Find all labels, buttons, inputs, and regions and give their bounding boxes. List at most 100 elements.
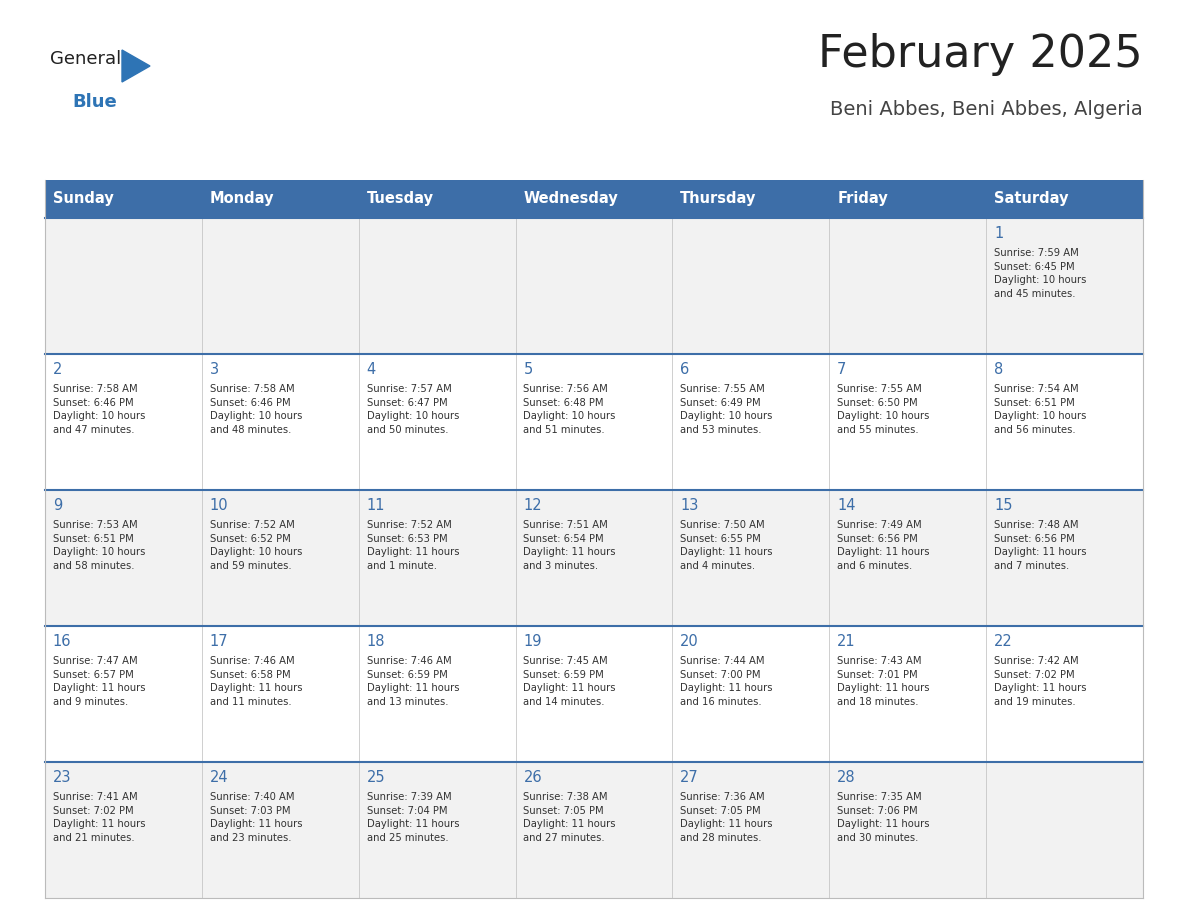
Text: Sunrise: 7:52 AM
Sunset: 6:52 PM
Daylight: 10 hours
and 59 minutes.: Sunrise: 7:52 AM Sunset: 6:52 PM Dayligh… bbox=[210, 521, 302, 571]
FancyBboxPatch shape bbox=[202, 626, 359, 762]
Text: 15: 15 bbox=[994, 498, 1012, 513]
Text: 19: 19 bbox=[524, 634, 542, 649]
Text: 28: 28 bbox=[838, 770, 855, 785]
Text: 18: 18 bbox=[367, 634, 385, 649]
Text: Monday: Monday bbox=[210, 192, 274, 207]
FancyBboxPatch shape bbox=[202, 218, 359, 354]
Text: Sunrise: 7:41 AM
Sunset: 7:02 PM
Daylight: 11 hours
and 21 minutes.: Sunrise: 7:41 AM Sunset: 7:02 PM Dayligh… bbox=[52, 792, 145, 843]
Text: Sunrise: 7:40 AM
Sunset: 7:03 PM
Daylight: 11 hours
and 23 minutes.: Sunrise: 7:40 AM Sunset: 7:03 PM Dayligh… bbox=[210, 792, 302, 843]
FancyBboxPatch shape bbox=[672, 626, 829, 762]
Text: 9: 9 bbox=[52, 498, 62, 513]
Text: 1: 1 bbox=[994, 226, 1003, 241]
Text: 11: 11 bbox=[367, 498, 385, 513]
FancyBboxPatch shape bbox=[359, 626, 516, 762]
Text: 17: 17 bbox=[210, 634, 228, 649]
FancyBboxPatch shape bbox=[359, 354, 516, 490]
Text: Sunrise: 7:46 AM
Sunset: 6:58 PM
Daylight: 11 hours
and 11 minutes.: Sunrise: 7:46 AM Sunset: 6:58 PM Dayligh… bbox=[210, 656, 302, 707]
Text: Sunrise: 7:55 AM
Sunset: 6:50 PM
Daylight: 10 hours
and 55 minutes.: Sunrise: 7:55 AM Sunset: 6:50 PM Dayligh… bbox=[838, 384, 929, 435]
Text: Friday: Friday bbox=[838, 192, 887, 207]
Text: 21: 21 bbox=[838, 634, 855, 649]
Text: Sunrise: 7:49 AM
Sunset: 6:56 PM
Daylight: 11 hours
and 6 minutes.: Sunrise: 7:49 AM Sunset: 6:56 PM Dayligh… bbox=[838, 521, 930, 571]
Text: 13: 13 bbox=[681, 498, 699, 513]
FancyBboxPatch shape bbox=[359, 218, 516, 354]
Text: 2: 2 bbox=[52, 363, 62, 377]
Text: 10: 10 bbox=[210, 498, 228, 513]
FancyBboxPatch shape bbox=[45, 490, 202, 626]
Text: Sunrise: 7:50 AM
Sunset: 6:55 PM
Daylight: 11 hours
and 4 minutes.: Sunrise: 7:50 AM Sunset: 6:55 PM Dayligh… bbox=[681, 521, 772, 571]
Text: Thursday: Thursday bbox=[681, 192, 757, 207]
Text: February 2025: February 2025 bbox=[819, 33, 1143, 76]
FancyBboxPatch shape bbox=[672, 180, 829, 218]
Text: Beni Abbes, Beni Abbes, Algeria: Beni Abbes, Beni Abbes, Algeria bbox=[830, 100, 1143, 119]
FancyBboxPatch shape bbox=[986, 354, 1143, 490]
FancyBboxPatch shape bbox=[45, 626, 202, 762]
Text: Sunrise: 7:53 AM
Sunset: 6:51 PM
Daylight: 10 hours
and 58 minutes.: Sunrise: 7:53 AM Sunset: 6:51 PM Dayligh… bbox=[52, 521, 145, 571]
FancyBboxPatch shape bbox=[45, 354, 202, 490]
FancyBboxPatch shape bbox=[986, 626, 1143, 762]
Text: Sunrise: 7:45 AM
Sunset: 6:59 PM
Daylight: 11 hours
and 14 minutes.: Sunrise: 7:45 AM Sunset: 6:59 PM Dayligh… bbox=[524, 656, 615, 707]
Text: 25: 25 bbox=[367, 770, 385, 785]
Text: Saturday: Saturday bbox=[994, 192, 1068, 207]
Text: 4: 4 bbox=[367, 363, 375, 377]
Text: Sunrise: 7:58 AM
Sunset: 6:46 PM
Daylight: 10 hours
and 48 minutes.: Sunrise: 7:58 AM Sunset: 6:46 PM Dayligh… bbox=[210, 384, 302, 435]
Text: 26: 26 bbox=[524, 770, 542, 785]
FancyBboxPatch shape bbox=[829, 180, 986, 218]
Text: 23: 23 bbox=[52, 770, 71, 785]
Text: 8: 8 bbox=[994, 363, 1003, 377]
Text: Sunrise: 7:51 AM
Sunset: 6:54 PM
Daylight: 11 hours
and 3 minutes.: Sunrise: 7:51 AM Sunset: 6:54 PM Dayligh… bbox=[524, 521, 615, 571]
FancyBboxPatch shape bbox=[516, 626, 672, 762]
FancyBboxPatch shape bbox=[672, 490, 829, 626]
Polygon shape bbox=[122, 50, 150, 82]
Text: Sunrise: 7:56 AM
Sunset: 6:48 PM
Daylight: 10 hours
and 51 minutes.: Sunrise: 7:56 AM Sunset: 6:48 PM Dayligh… bbox=[524, 384, 615, 435]
FancyBboxPatch shape bbox=[829, 490, 986, 626]
Text: Sunrise: 7:46 AM
Sunset: 6:59 PM
Daylight: 11 hours
and 13 minutes.: Sunrise: 7:46 AM Sunset: 6:59 PM Dayligh… bbox=[367, 656, 459, 707]
Text: 16: 16 bbox=[52, 634, 71, 649]
Text: General: General bbox=[50, 50, 121, 68]
FancyBboxPatch shape bbox=[45, 218, 202, 354]
Text: Blue: Blue bbox=[72, 93, 116, 111]
Text: Sunrise: 7:55 AM
Sunset: 6:49 PM
Daylight: 10 hours
and 53 minutes.: Sunrise: 7:55 AM Sunset: 6:49 PM Dayligh… bbox=[681, 384, 772, 435]
Text: Sunrise: 7:44 AM
Sunset: 7:00 PM
Daylight: 11 hours
and 16 minutes.: Sunrise: 7:44 AM Sunset: 7:00 PM Dayligh… bbox=[681, 656, 772, 707]
FancyBboxPatch shape bbox=[359, 180, 516, 218]
Text: 22: 22 bbox=[994, 634, 1012, 649]
FancyBboxPatch shape bbox=[202, 180, 359, 218]
Text: Sunrise: 7:59 AM
Sunset: 6:45 PM
Daylight: 10 hours
and 45 minutes.: Sunrise: 7:59 AM Sunset: 6:45 PM Dayligh… bbox=[994, 248, 1086, 299]
Text: 14: 14 bbox=[838, 498, 855, 513]
Text: Sunrise: 7:52 AM
Sunset: 6:53 PM
Daylight: 11 hours
and 1 minute.: Sunrise: 7:52 AM Sunset: 6:53 PM Dayligh… bbox=[367, 521, 459, 571]
Text: 7: 7 bbox=[838, 363, 847, 377]
Text: 3: 3 bbox=[210, 363, 219, 377]
FancyBboxPatch shape bbox=[359, 762, 516, 898]
FancyBboxPatch shape bbox=[986, 218, 1143, 354]
FancyBboxPatch shape bbox=[672, 218, 829, 354]
Text: Sunrise: 7:47 AM
Sunset: 6:57 PM
Daylight: 11 hours
and 9 minutes.: Sunrise: 7:47 AM Sunset: 6:57 PM Dayligh… bbox=[52, 656, 145, 707]
FancyBboxPatch shape bbox=[202, 354, 359, 490]
FancyBboxPatch shape bbox=[516, 180, 672, 218]
Text: 20: 20 bbox=[681, 634, 699, 649]
Text: Sunday: Sunday bbox=[52, 192, 114, 207]
FancyBboxPatch shape bbox=[986, 762, 1143, 898]
FancyBboxPatch shape bbox=[829, 626, 986, 762]
FancyBboxPatch shape bbox=[516, 354, 672, 490]
FancyBboxPatch shape bbox=[45, 762, 202, 898]
Text: Sunrise: 7:48 AM
Sunset: 6:56 PM
Daylight: 11 hours
and 7 minutes.: Sunrise: 7:48 AM Sunset: 6:56 PM Dayligh… bbox=[994, 521, 1087, 571]
Text: 24: 24 bbox=[210, 770, 228, 785]
Text: 12: 12 bbox=[524, 498, 542, 513]
Text: Sunrise: 7:36 AM
Sunset: 7:05 PM
Daylight: 11 hours
and 28 minutes.: Sunrise: 7:36 AM Sunset: 7:05 PM Dayligh… bbox=[681, 792, 772, 843]
FancyBboxPatch shape bbox=[829, 354, 986, 490]
FancyBboxPatch shape bbox=[45, 180, 202, 218]
FancyBboxPatch shape bbox=[986, 490, 1143, 626]
FancyBboxPatch shape bbox=[516, 490, 672, 626]
Text: Sunrise: 7:43 AM
Sunset: 7:01 PM
Daylight: 11 hours
and 18 minutes.: Sunrise: 7:43 AM Sunset: 7:01 PM Dayligh… bbox=[838, 656, 930, 707]
FancyBboxPatch shape bbox=[202, 762, 359, 898]
FancyBboxPatch shape bbox=[672, 762, 829, 898]
Text: Wednesday: Wednesday bbox=[524, 192, 618, 207]
Text: Sunrise: 7:57 AM
Sunset: 6:47 PM
Daylight: 10 hours
and 50 minutes.: Sunrise: 7:57 AM Sunset: 6:47 PM Dayligh… bbox=[367, 384, 459, 435]
FancyBboxPatch shape bbox=[672, 354, 829, 490]
Text: Sunrise: 7:39 AM
Sunset: 7:04 PM
Daylight: 11 hours
and 25 minutes.: Sunrise: 7:39 AM Sunset: 7:04 PM Dayligh… bbox=[367, 792, 459, 843]
Text: Sunrise: 7:54 AM
Sunset: 6:51 PM
Daylight: 10 hours
and 56 minutes.: Sunrise: 7:54 AM Sunset: 6:51 PM Dayligh… bbox=[994, 384, 1086, 435]
Text: Sunrise: 7:58 AM
Sunset: 6:46 PM
Daylight: 10 hours
and 47 minutes.: Sunrise: 7:58 AM Sunset: 6:46 PM Dayligh… bbox=[52, 384, 145, 435]
Text: 27: 27 bbox=[681, 770, 699, 785]
FancyBboxPatch shape bbox=[359, 490, 516, 626]
FancyBboxPatch shape bbox=[516, 218, 672, 354]
Text: Tuesday: Tuesday bbox=[367, 192, 434, 207]
